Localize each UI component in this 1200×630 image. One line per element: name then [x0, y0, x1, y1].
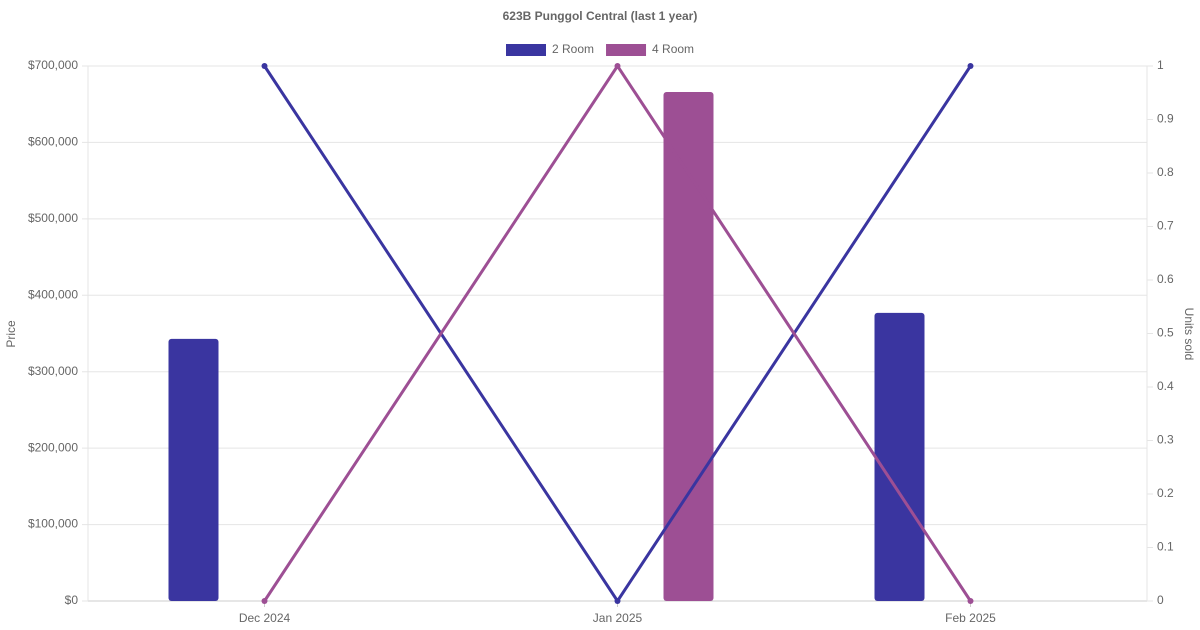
point — [967, 63, 974, 69]
y2-tick-label: 0.6 — [1157, 272, 1174, 286]
x-tick-label: Feb 2025 — [945, 611, 996, 625]
y2-tick-label: 0 — [1157, 593, 1164, 607]
y-axis-title: Price — [4, 320, 18, 348]
legend-swatch[interactable] — [506, 44, 546, 56]
x-tick-label: Jan 2025 — [593, 611, 643, 625]
x-tick-label: Dec 2024 — [239, 611, 291, 625]
legend-swatch[interactable] — [606, 44, 647, 56]
y2-tick-label: 1 — [1157, 58, 1164, 72]
y-tick-label: $300,000 — [28, 364, 78, 378]
point — [967, 598, 974, 604]
y2-tick-label: 0.7 — [1157, 219, 1174, 233]
y2-tick-label: 0.1 — [1157, 540, 1174, 554]
point — [261, 598, 268, 604]
y-tick-label: $0 — [65, 593, 79, 607]
y-tick-label: $400,000 — [28, 287, 78, 301]
y-tick-label: $100,000 — [28, 517, 78, 531]
bar — [663, 91, 714, 601]
y-tick-label: $500,000 — [28, 211, 78, 225]
legend-label[interactable]: 2 Room — [552, 42, 594, 56]
y2-axis-title: Units sold — [1182, 308, 1196, 361]
y-tick-label: $700,000 — [28, 58, 78, 72]
y2-tick-label: 0.4 — [1157, 379, 1174, 393]
point — [614, 63, 621, 69]
chart-title: 623B Punggol Central (last 1 year) — [503, 9, 698, 23]
bar — [874, 312, 925, 601]
y2-tick-label: 0.5 — [1157, 326, 1174, 340]
y2-tick-label: 0.8 — [1157, 165, 1174, 179]
point — [614, 598, 621, 604]
legend-label[interactable]: 4 Room — [652, 42, 694, 56]
y2-tick-label: 0.9 — [1157, 112, 1174, 126]
y-tick-label: $600,000 — [28, 135, 78, 149]
bar — [168, 338, 219, 601]
y2-tick-label: 0.2 — [1157, 486, 1174, 500]
y2-tick-label: 0.3 — [1157, 433, 1174, 447]
line — [263, 65, 972, 604]
line — [263, 63, 972, 602]
y-tick-label: $200,000 — [28, 440, 78, 454]
point — [261, 63, 268, 69]
